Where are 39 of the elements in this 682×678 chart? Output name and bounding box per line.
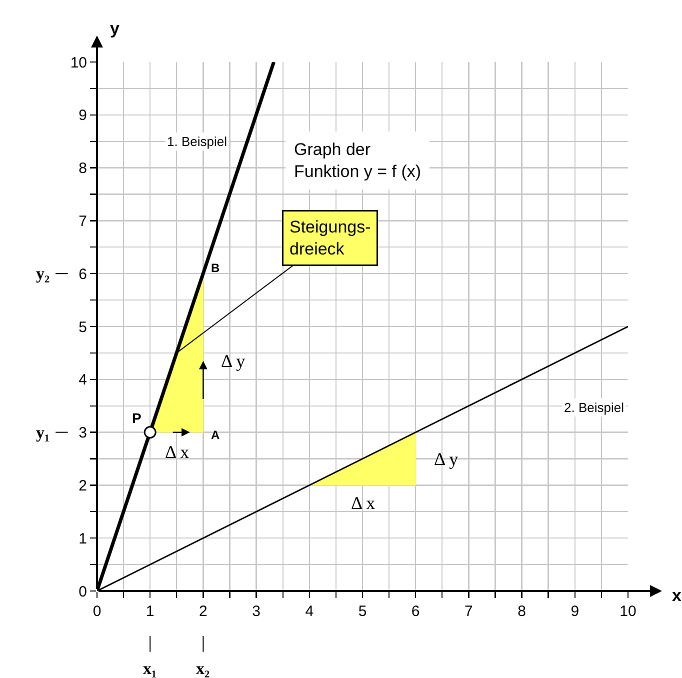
series-label: 1. Beispiel — [167, 134, 228, 149]
text: 2. Beispiel — [564, 400, 624, 415]
x-tick-label: 2 — [199, 603, 208, 620]
annotation: Δ x — [351, 493, 376, 513]
x-tick-label: 0 — [92, 603, 102, 620]
annotation: A — [211, 428, 220, 442]
y-axis-title: y — [110, 19, 120, 38]
x-axis-title: x — [672, 586, 682, 605]
y-tick-label: 3 — [78, 424, 87, 442]
y-tick-label: 10 — [70, 54, 87, 72]
annotation: Steigungs- dreieck — [290, 218, 371, 259]
x-tick-label: 3 — [252, 603, 260, 620]
y-tick-label: 6 — [78, 266, 87, 283]
annotation: Δ y — [434, 449, 458, 469]
text: x₂ — [196, 659, 210, 678]
x-tick-label: 7 — [464, 603, 473, 620]
x-tick-label: 5 — [358, 603, 367, 620]
x-tick-label: 1 — [146, 603, 154, 620]
text: Graph der Funktion y = f (x) — [294, 140, 422, 182]
x-tick-label: 4 — [305, 603, 314, 620]
y-tick-label: 7 — [78, 212, 87, 230]
y-tick-label: 1 — [78, 530, 87, 548]
y-tick-label: 2 — [78, 477, 87, 494]
x-tick-label: 9 — [570, 603, 580, 620]
annotation: Δ y — [221, 351, 246, 371]
text: x₁ — [143, 659, 157, 678]
y-tick-label: 8 — [78, 160, 87, 178]
x-tick-label: 8 — [518, 603, 526, 620]
x-tick-label: 10 — [620, 603, 636, 620]
annotation: P — [132, 410, 142, 426]
x-tick-label: 6 — [411, 603, 420, 620]
text: y₂ — [36, 264, 50, 283]
y-tick-label: 4 — [78, 372, 87, 389]
text: y₁ — [36, 423, 50, 442]
annotation: B — [211, 261, 220, 275]
y-tick-label: 5 — [78, 318, 87, 336]
annotation: Δ x — [165, 442, 190, 462]
y-tick-label: 0 — [78, 583, 87, 600]
y-tick-label: 9 — [78, 107, 87, 124]
